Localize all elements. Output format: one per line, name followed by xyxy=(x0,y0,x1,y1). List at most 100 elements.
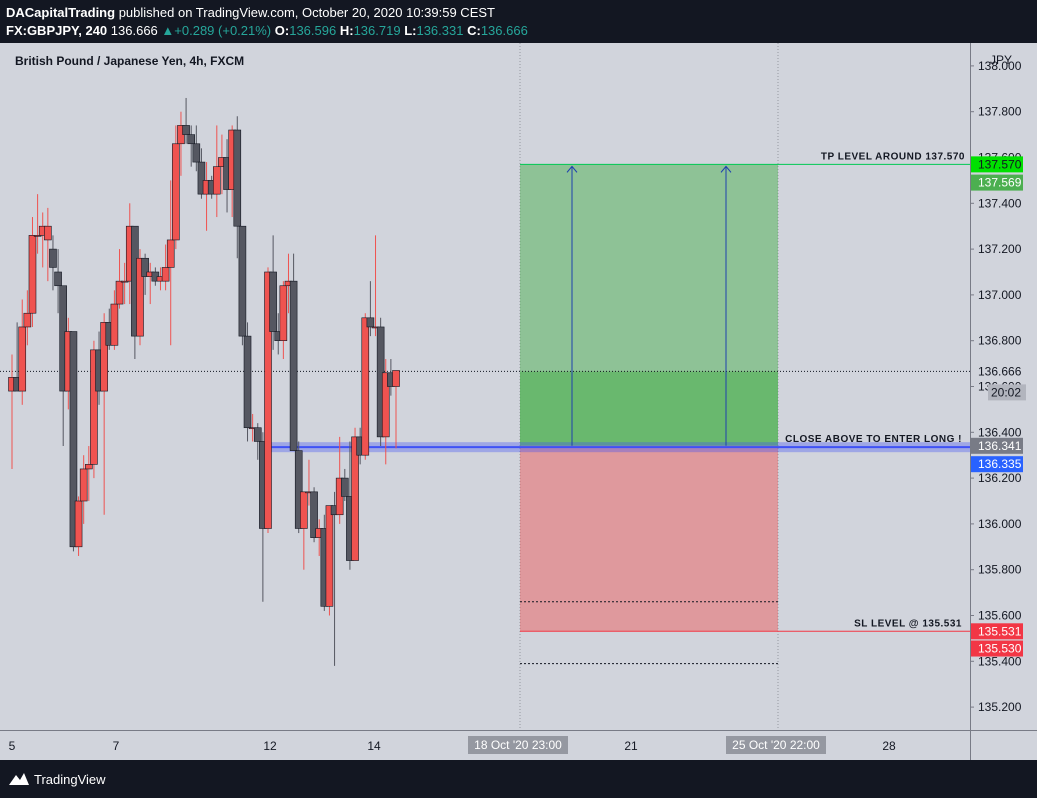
price-tick-label: 135.400 xyxy=(978,654,1022,668)
up-arrow-icon: ▲ xyxy=(161,23,175,38)
price-badge: 136.341 xyxy=(971,437,1023,454)
candle-body xyxy=(33,235,42,237)
candle xyxy=(166,180,175,346)
candle-body xyxy=(187,134,195,145)
filled-profit-zone xyxy=(520,371,778,446)
price-badge-text: 136.335 xyxy=(978,457,1022,471)
price-tick-label: 136.200 xyxy=(978,471,1022,485)
candle xyxy=(192,125,201,172)
candle xyxy=(182,97,190,144)
candle xyxy=(79,455,88,524)
candle-body xyxy=(325,505,334,607)
sl-level-label: SL LEVEL @ 135.531 xyxy=(854,618,962,629)
tradingview-brand[interactable]: TradingView xyxy=(34,772,106,787)
candle xyxy=(18,299,27,405)
candle xyxy=(136,249,144,346)
close-label: C: xyxy=(467,23,481,38)
candle xyxy=(213,125,221,218)
time-tick-label: 14 xyxy=(367,739,381,753)
price-tick-label: 135.200 xyxy=(978,700,1022,714)
candle-body xyxy=(110,303,119,346)
price-tick-label: 136.400 xyxy=(978,425,1022,439)
date-badge: 25 Oct '20 22:00 xyxy=(726,736,826,754)
price-chart[interactable]: TP LEVEL AROUND 137.570 CLOSE ABOVE TO EN… xyxy=(0,43,1037,760)
time-tick-label: 28 xyxy=(882,739,896,753)
price-badge: 135.530 xyxy=(971,640,1023,657)
tp-level-label: TP LEVEL AROUND 137.570 xyxy=(821,151,965,162)
candle-body xyxy=(253,427,262,442)
candle xyxy=(110,290,119,350)
candle-body xyxy=(197,161,206,195)
candle-body xyxy=(90,349,98,465)
countdown-badge: 20:02 xyxy=(991,385,1021,399)
price-tick-label: 138.000 xyxy=(978,59,1022,73)
date-badge-text: 25 Oct '20 22:00 xyxy=(732,738,820,752)
candle-body xyxy=(351,436,359,561)
candle-body xyxy=(166,239,175,268)
candle-body xyxy=(79,468,88,502)
candle xyxy=(141,253,149,295)
price-badge-bg xyxy=(971,437,1023,454)
candle-body xyxy=(161,267,170,282)
price-tick-label: 136.000 xyxy=(978,517,1022,531)
low-label: L: xyxy=(404,23,417,38)
candle xyxy=(294,441,303,534)
chart-area[interactable]: TP LEVEL AROUND 137.570 CLOSE ABOVE TO EN… xyxy=(0,43,1037,760)
price-change: +0.289 (+0.21%) xyxy=(174,23,272,38)
candle xyxy=(233,116,242,259)
close-value: 136.666 xyxy=(480,23,528,38)
candle xyxy=(161,244,170,291)
candle-body xyxy=(366,317,375,328)
candle-body xyxy=(310,491,318,538)
price-badge-text: 137.570 xyxy=(978,157,1022,171)
candle-body xyxy=(54,271,62,287)
candle-body xyxy=(18,326,27,392)
currency-label: JPY xyxy=(990,53,1012,67)
candle xyxy=(325,505,334,616)
plot-background xyxy=(0,43,970,730)
date-badge-bg xyxy=(726,736,826,754)
high-value: 136.719 xyxy=(353,23,401,38)
price-badge-bg xyxy=(971,623,1023,640)
candle-body xyxy=(182,125,190,135)
candle xyxy=(351,427,359,561)
open-label: O: xyxy=(274,23,290,38)
author-name[interactable]: DACapitalTrading xyxy=(6,5,116,20)
time-tick-label: 7 xyxy=(113,739,120,753)
price-badge: 135.531 xyxy=(971,623,1023,640)
candle xyxy=(269,235,277,350)
candle-body xyxy=(361,317,370,456)
up-arrow-icon xyxy=(720,165,732,173)
tradingview-logo-icon[interactable] xyxy=(8,770,30,788)
chart-header: DACapitalTrading published on TradingVie… xyxy=(0,0,1037,43)
price-badge-text: 136.341 xyxy=(978,439,1022,453)
candle-body xyxy=(23,312,32,328)
candle-body xyxy=(340,477,349,497)
price-badge-bg xyxy=(971,640,1023,657)
ohlc-legend: FX:GBPJPY, 240 136.666 ▲+0.289 (+0.21%) … xyxy=(6,23,528,38)
candle xyxy=(49,235,57,291)
candle-body xyxy=(279,285,288,342)
time-tick-label: 21 xyxy=(624,739,638,753)
time-tick-label: 5 xyxy=(9,739,16,753)
candle xyxy=(172,125,180,250)
candle xyxy=(33,194,42,254)
candle-body xyxy=(264,271,272,529)
footer: TradingView xyxy=(0,760,1037,798)
symbol-label[interactable]: FX:GBPJPY, 240 xyxy=(6,23,108,38)
candle xyxy=(115,249,124,309)
candle xyxy=(54,249,62,314)
date-badge-bg xyxy=(468,736,568,754)
price-tick-label: 137.800 xyxy=(978,105,1022,119)
candle xyxy=(392,370,400,449)
candle xyxy=(28,217,37,327)
candle xyxy=(187,125,195,167)
candle-body xyxy=(141,257,149,277)
candle xyxy=(100,313,108,515)
countdown-badge-bg xyxy=(988,384,1026,401)
open-value: 136.596 xyxy=(289,23,337,38)
candle-body xyxy=(49,248,57,268)
entry-level-label: CLOSE ABOVE TO ENTER LONG ! xyxy=(785,434,962,445)
candle xyxy=(264,267,272,534)
price-badge-bg xyxy=(971,363,1023,380)
